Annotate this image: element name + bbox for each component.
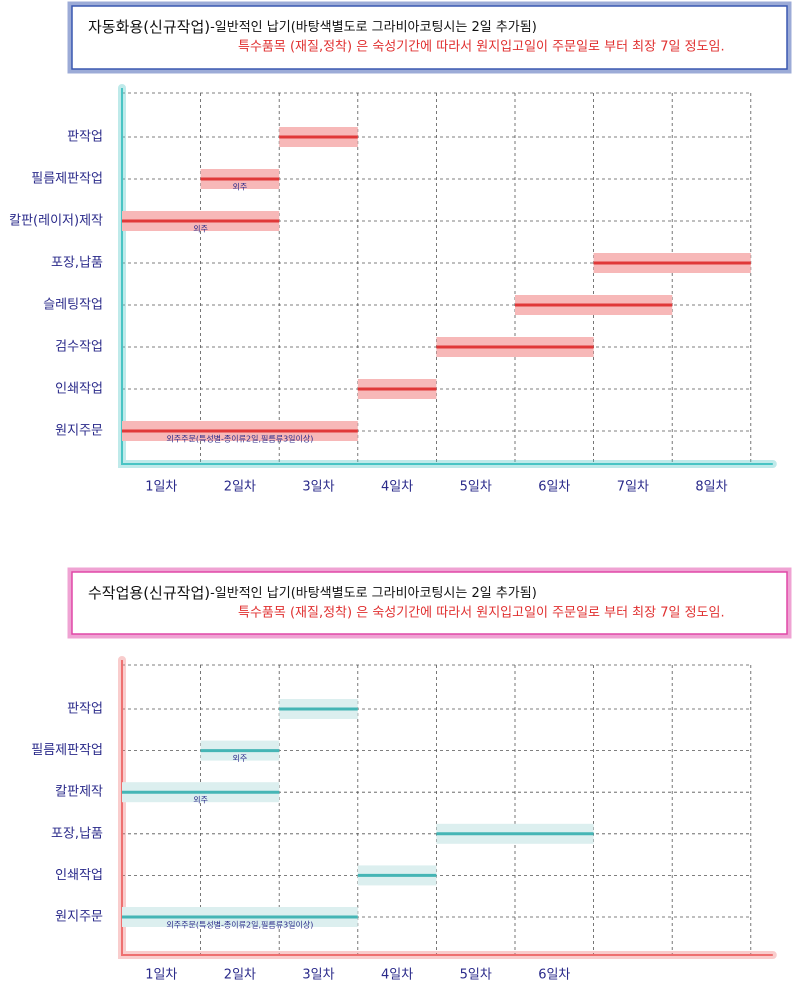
subtitle: 특수품목 (재질,정착) 은 숙성기간에 따라서 원지입고일이 주문일로 부터 … <box>238 606 725 621</box>
axis-glow <box>118 84 777 468</box>
axis <box>121 660 773 956</box>
x-tick-label: 6일차 <box>538 480 570 495</box>
title-note: -일반적인 납기(바탕색별도로 그라비아코팅시는 2일 추가됨) <box>210 586 537 601</box>
x-tick-label: 6일차 <box>538 968 570 982</box>
title: 자동화용(신규작업)-일반적인 납기(바탕색별도로 그라비아코팅시는 2일 추가… <box>88 18 537 36</box>
title-frame-outer <box>67 1 792 74</box>
task-label: 판작업 <box>67 702 103 717</box>
task-note: 외주 <box>193 795 208 805</box>
subtitle: 특수품목 (재질,정착) 은 숙성기간에 따라서 원지입고일이 주문일로 부터 … <box>238 40 725 55</box>
task-label: 포장,납품 <box>51 826 103 841</box>
task-label: 칼판제작 <box>55 785 103 800</box>
axis <box>121 88 773 465</box>
task-label: 인쇄작업 <box>55 382 103 397</box>
task-label: 필름제판작업 <box>31 743 103 758</box>
task-note: 외주 <box>233 753 248 763</box>
task-label: 원지주문 <box>55 910 103 925</box>
task-note: 외주주문(특성별-종이류2일,필름류3일이상) <box>166 434 313 444</box>
chart: 수작업용(신규작업)-일반적인 납기(바탕색별도로 그라비아코팅시는 2일 추가… <box>31 567 792 983</box>
task-label: 포장,납품 <box>51 256 103 271</box>
x-tick-label: 1일차 <box>145 480 177 495</box>
task-note: 외주 <box>233 182 248 192</box>
title-frame <box>71 571 788 635</box>
x-tick-label: 8일차 <box>695 480 727 495</box>
task-label: 검수작업 <box>55 340 103 355</box>
title-frame-outer <box>67 567 792 639</box>
x-tick-label: 1일차 <box>145 968 177 982</box>
task-label: 원지주문 <box>55 424 103 439</box>
task-label: 칼판(레이저)제작 <box>9 214 103 229</box>
task-note: 외주 <box>193 224 208 234</box>
x-tick-label: 3일차 <box>302 968 334 982</box>
x-tick-label: 5일차 <box>460 480 492 495</box>
x-tick-label: 4일차 <box>381 480 413 495</box>
chart: 자동화용(신규작업)-일반적인 납기(바탕색별도로 그라비아코팅시는 2일 추가… <box>9 1 792 495</box>
x-tick-label: 2일차 <box>224 968 256 982</box>
x-tick-label: 5일차 <box>460 968 492 982</box>
title: 수작업용(신규작업)-일반적인 납기(바탕색별도로 그라비아코팅시는 2일 추가… <box>88 584 537 602</box>
task-note: 외주주문(특성별-종이류2일,필름류3일이상) <box>166 920 313 930</box>
title-main: 자동화용(신규작업) <box>88 18 210 36</box>
task-label: 인쇄작업 <box>55 868 103 883</box>
title-note: -일반적인 납기(바탕색별도로 그라비아코팅시는 2일 추가됨) <box>210 20 537 35</box>
x-tick-label: 4일차 <box>381 968 413 982</box>
task-label: 필름제판작업 <box>31 172 103 187</box>
task-label: 슬레팅작업 <box>43 298 103 313</box>
title-main: 수작업용(신규작업) <box>88 584 210 602</box>
title-frame <box>71 5 788 70</box>
x-tick-label: 2일차 <box>224 480 256 495</box>
x-tick-label: 7일차 <box>617 480 649 495</box>
x-tick-label: 3일차 <box>302 480 334 495</box>
task-label: 판작업 <box>67 130 103 145</box>
